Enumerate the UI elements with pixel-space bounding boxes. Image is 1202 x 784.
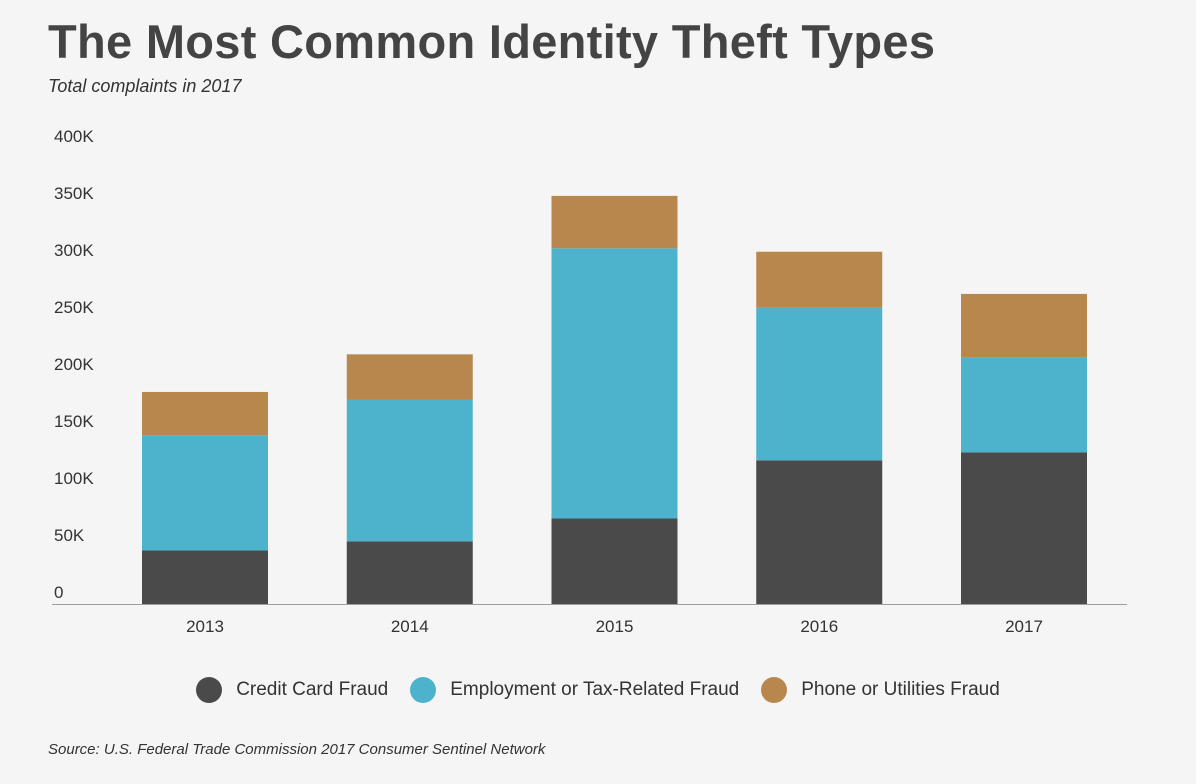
x-tick-label: 2013 [186, 617, 224, 636]
bar-segment-phone-or-utilities-fraud-2016 [756, 251, 883, 308]
bar-segment-employment-or-tax-related-fraud-2014 [346, 399, 473, 542]
bar-segment-phone-or-utilities-fraud-2013 [142, 391, 268, 436]
bar-segment-phone-or-utilities-fraud-2017 [961, 293, 1087, 358]
legend-label: Phone or Utilities Fraud [801, 679, 1000, 700]
y-tick-label: 300K [54, 241, 94, 260]
bar-segment-credit-card-fraud-2013 [142, 550, 268, 604]
y-tick-label: 250K [54, 298, 94, 317]
chart-title: The Most Common Identity Theft Types [48, 15, 936, 68]
x-tick-label: 2015 [596, 617, 634, 636]
legend-swatch [761, 677, 788, 703]
bar-segment-employment-or-tax-related-fraud-2015 [551, 248, 678, 519]
x-tick-label: 2016 [800, 617, 838, 636]
bar-segment-credit-card-fraud-2017 [961, 452, 1087, 604]
y-tick-label: 0 [54, 583, 63, 602]
y-tick-label: 400K [54, 127, 94, 146]
legend-swatch [196, 677, 223, 703]
legend-label: Credit Card Fraud [236, 679, 389, 700]
chart-legend: Credit Card Fraud Employment or Tax-Relat… [0, 674, 1196, 706]
bar-segment-employment-or-tax-related-fraud-2016 [756, 307, 883, 461]
y-tick-label: 150K [54, 412, 94, 431]
legend-item-credit-card-fraud: Credit Card Fraud [196, 677, 388, 703]
y-tick-label: 50K [54, 526, 85, 545]
legend-item-employment-or-tax-related-fraud: Employment or Tax-Related Fraud [410, 677, 739, 703]
bar-segment-credit-card-fraud-2014 [346, 541, 473, 604]
y-tick-label: 350K [54, 184, 94, 203]
y-tick-label: 200K [54, 355, 94, 374]
chart-plot-area: 0 50K 100K 150K 200K 250K 300K 350K 400K 2013 2014… [52, 127, 1127, 636]
y-tick-label: 100K [54, 469, 94, 488]
bar-segment-employment-or-tax-related-fraud-2013 [142, 435, 268, 551]
source-note: Source: U.S. Federal Trade Commission 20… [48, 741, 546, 758]
x-tick-label: 2017 [1005, 617, 1043, 636]
bar-segment-credit-card-fraud-2016 [756, 460, 883, 604]
x-tick-label: 2014 [391, 617, 429, 636]
legend-item-phone-or-utilities-fraud: Phone or Utilities Fraud [761, 677, 1000, 703]
page-edge [1196, 0, 1202, 784]
legend-swatch [410, 677, 437, 703]
chart-subtitle: Total complaints in 2017 [48, 76, 242, 96]
bar-segment-phone-or-utilities-fraud-2014 [346, 354, 473, 400]
bar-segment-employment-or-tax-related-fraud-2017 [961, 357, 1087, 453]
bar-segment-phone-or-utilities-fraud-2015 [551, 195, 678, 249]
legend-label: Employment or Tax-Related Fraud [450, 679, 740, 700]
bar-segment-credit-card-fraud-2015 [551, 518, 678, 604]
